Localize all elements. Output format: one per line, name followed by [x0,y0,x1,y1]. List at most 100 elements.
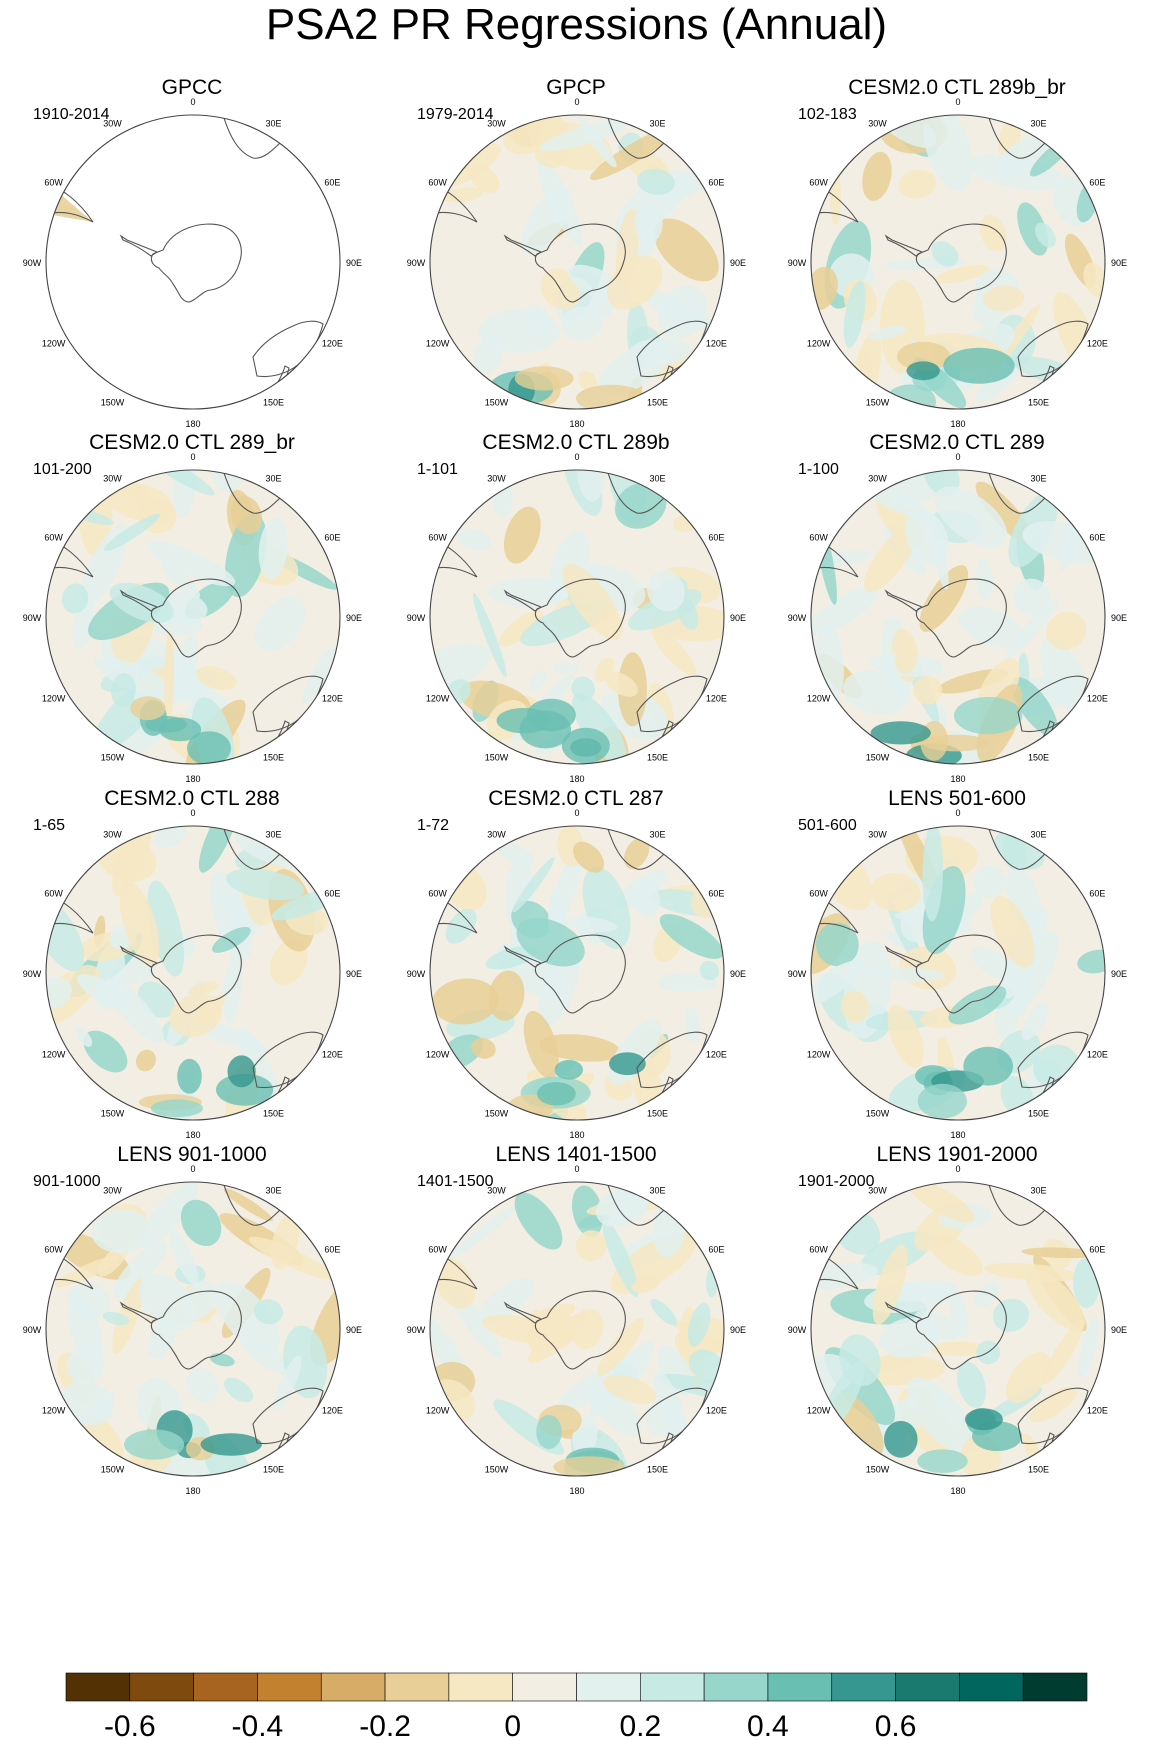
coastline [636,675,708,733]
map-panel: CESM2.0 CTL 289_br 0 30E 60E 90E 120E 150E 180 1… [0,430,384,825]
anomaly-patch [647,570,685,612]
longitude-label: 180 [185,419,200,429]
colorbar-swatch [257,1672,322,1702]
anomaly-patch [906,361,940,381]
coastline [884,234,924,257]
anomaly-patch [929,513,949,590]
coastline [915,1290,1007,1370]
longitude-label: 90W [407,613,426,623]
anomaly-patch [958,606,1025,649]
anomaly-patch [514,1192,563,1250]
coastline [811,1248,859,1290]
map-panel: CESM2.0 CTL 287 0 30E 60E 90E 120E 150E 180 150W… [384,786,768,1181]
anomaly-patch [523,1010,559,1079]
anomaly-patch [573,841,605,873]
anomaly-patch [906,1377,977,1455]
anomaly-patch [1002,835,1027,872]
anomaly-patch [217,891,239,915]
anomaly-patch [180,1199,222,1247]
panel-period: 501-600 [798,817,857,834]
anomaly-patch [992,1298,1029,1332]
anomaly-patch [651,626,697,676]
anomaly-patch [1046,611,1087,651]
coastline [534,934,626,1014]
anomaly-patch [528,670,548,691]
anomaly-patch [990,896,1035,968]
longitude-label: 120W [42,1050,66,1060]
panel-title: CESM2.0 CTL 289 [869,431,1045,454]
anomaly-patch [623,837,650,870]
polar-map: 0 30E 60E 90E 120E 150E 180 150W 120W 90W 60W 30W [788,1164,1127,1496]
longitude-label: 150W [485,397,509,407]
longitude-label: 60W [428,889,447,899]
longitude-label: 120E [322,1050,343,1060]
anomaly-patch [898,169,937,199]
longitude-label: 120W [426,1050,450,1060]
longitude-label: 150W [101,397,125,407]
polar-map: 0 30E 60E 90E 120E 150E 180 150W 120W 90W 60W 30W [788,452,1127,784]
longitude-label: 120W [426,339,450,349]
longitude-label: 30E [1030,119,1046,129]
coastline [503,945,543,968]
anomaly-patch [575,1230,607,1262]
anomaly-patch [487,577,578,608]
anomaly-patch [1029,1386,1078,1423]
longitude-label: 30W [103,119,122,129]
anomaly-patch [163,629,175,728]
anomaly-patch [119,881,160,966]
anomaly-patch [102,1311,130,1326]
longitude-label: 60W [809,889,828,899]
anomaly-patch [193,994,226,1026]
longitude-label: 90W [407,969,426,979]
longitude-label: 120E [322,1406,343,1416]
coastline [430,181,478,223]
colorbar-swatch [640,1672,705,1702]
anomaly-patch [216,1073,274,1106]
coastline [46,536,94,578]
anomaly-patch [706,1267,718,1298]
longitude-label: 90E [730,1325,746,1335]
colorbar-swatch [193,1672,258,1702]
longitude-label: 150W [101,1464,125,1474]
longitude-label: 30W [868,1186,887,1196]
anomaly-patch [650,1298,677,1326]
longitude-label: 30W [487,1186,506,1196]
anomaly-patch [1005,1352,1051,1403]
anomaly-patch [67,1297,103,1364]
anomaly-patch [187,731,231,764]
anomaly-patch [870,721,931,745]
longitude-label: 180 [569,774,584,784]
anomaly-patch [110,673,136,708]
anomaly-patch [469,164,500,193]
longitude-label: 60W [428,533,447,543]
coastline [252,1031,324,1089]
anomaly-patch [472,592,507,678]
anomaly-patch [159,717,202,742]
longitude-label: 30W [103,1186,122,1196]
longitude-label: 120W [807,1406,831,1416]
longitude-label: 90W [788,969,807,979]
longitude-label: 90E [346,613,362,623]
anomaly-patch [863,522,920,593]
panel-period: 1901-2000 [798,1173,875,1190]
anomaly-patch [103,513,161,552]
coastline [636,1387,708,1445]
coastline [150,934,242,1014]
polar-map: 0 30E 60E 90E 120E 150E 180 150W 120W 90W 60W 30W [788,808,1127,1140]
anomaly-patch [602,1219,639,1298]
longitude-label: 60E [324,1245,340,1255]
anomaly-patch [632,877,661,918]
anomaly-patch [869,325,907,340]
longitude-label: 120W [42,694,66,704]
panel-title: LENS 1401-1500 [495,1143,657,1166]
anomaly-patch [146,541,236,587]
anomaly-patch [561,727,610,764]
colorbar-swatch [895,1672,960,1702]
longitude-label: 120E [322,694,343,704]
longitude-label: 90E [346,969,362,979]
panel-period: 1-65 [33,817,66,834]
longitude-label: 0 [574,808,579,818]
colorbar-swatch [320,1672,386,1702]
anomaly-patch [254,596,306,652]
map-panel: LENS 501-600 0 30E 60E 90E 120E 150E 180 150W 120… [765,786,1149,1181]
